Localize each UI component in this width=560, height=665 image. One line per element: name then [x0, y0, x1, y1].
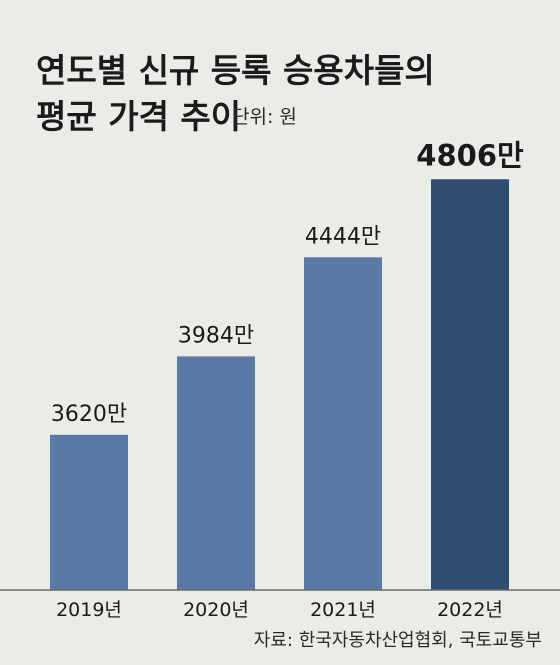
bar-2020년	[177, 356, 255, 590]
bar-2019년	[50, 434, 128, 590]
bar-2021년	[304, 257, 382, 590]
value-label-2021년: 4444만	[305, 224, 381, 249]
value-label-2022년: 4806만	[416, 138, 524, 172]
category-label-2019년: 2019년	[56, 599, 122, 621]
category-label-2022년: 2022년	[437, 599, 503, 621]
chart-title-line-2: 평균 가격 추이	[36, 97, 242, 136]
category-label-2021년: 2021년	[310, 599, 376, 621]
value-label-2019년: 3620만	[51, 402, 127, 427]
bar-2022년	[431, 179, 509, 590]
value-label-2020년: 3984만	[178, 323, 254, 348]
category-label-2020년: 2020년	[183, 599, 249, 621]
source-note: 자료: 한국자동차산업협회, 국토교통부	[253, 630, 542, 651]
unit-label: 단위: 원	[232, 106, 297, 128]
chart-title-line-1: 연도별 신규 등록 승용차들의	[36, 51, 435, 90]
